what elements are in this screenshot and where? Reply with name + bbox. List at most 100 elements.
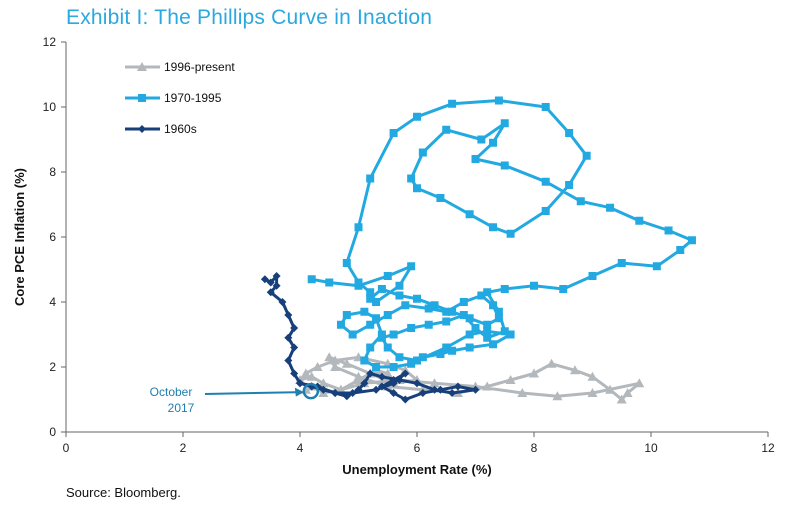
- data-point-1960s: [436, 385, 445, 394]
- data-point-1970-1995: [424, 320, 433, 329]
- legend-label-1960s: 1960s: [164, 122, 197, 136]
- data-point-1996-present: [306, 371, 317, 381]
- data-point-1970-1995: [459, 311, 468, 319]
- annotation-circle: [302, 382, 320, 400]
- data-point-1996-present: [622, 388, 633, 397]
- data-point-1970-1995: [477, 135, 486, 144]
- y-tick-label: 10: [43, 100, 57, 114]
- data-point-1970-1995: [377, 285, 386, 293]
- data-point-1970-1995: [541, 103, 550, 111]
- data-point-1960s: [290, 324, 299, 332]
- data-point-1970-1995: [448, 99, 457, 108]
- data-point-1960s: [266, 278, 275, 287]
- series-1960s: [260, 272, 480, 404]
- data-point-1960s: [331, 389, 340, 397]
- data-point-1970-1995: [395, 291, 404, 300]
- data-point-1996-present: [341, 358, 352, 368]
- data-point-1970-1995: [436, 194, 445, 202]
- data-point-1970-1995: [360, 307, 369, 316]
- data-point-1970-1995: [559, 285, 568, 293]
- data-point-1996-present: [330, 355, 341, 365]
- data-point-1970-1995: [407, 174, 416, 183]
- data-point-1970-1995: [506, 330, 515, 339]
- data-point-1970-1995: [413, 294, 421, 303]
- x-tick-label: 10: [644, 441, 658, 455]
- data-point-1970-1995: [442, 317, 451, 326]
- data-point-1960s: [290, 369, 299, 378]
- chart-title: Exhibit I: The Phillips Curve in Inactio…: [66, 6, 433, 29]
- data-point-1970-1995: [500, 285, 509, 293]
- october-2017-annotation: October 2017: [150, 382, 320, 415]
- data-point-1970-1995: [506, 229, 515, 238]
- data-point-1960s: [266, 288, 275, 297]
- x-axis-label: Unemployment Rate (%): [342, 462, 492, 477]
- data-point-1970-1995: [354, 278, 363, 287]
- data-point-1970-1995: [407, 262, 416, 271]
- data-point-1970-1995: [500, 161, 509, 170]
- data-point-1996-present: [482, 381, 493, 391]
- data-point-1996-present: [587, 371, 598, 381]
- data-point-1960s: [372, 385, 381, 394]
- data-point-1970-1995: [383, 343, 392, 352]
- data-point-1970-1995: [489, 223, 498, 232]
- data-point-1970-1995: [418, 353, 427, 362]
- data-point-1970-1995: [389, 363, 398, 371]
- data-point-1970-1995: [354, 223, 363, 232]
- data-point-1960s: [272, 272, 281, 280]
- legend-marker-1960s: [138, 125, 146, 133]
- data-point-1970-1995: [588, 272, 597, 280]
- data-point-1970-1995: [483, 288, 492, 297]
- data-point-1970-1995: [471, 155, 480, 163]
- data-point-1960s: [401, 369, 410, 378]
- data-point-1970-1995: [617, 259, 626, 267]
- source-note: Source: Bloomberg.: [66, 485, 181, 500]
- data-point-1970-1995: [494, 307, 503, 316]
- data-point-1996-present: [605, 384, 616, 394]
- x-tick-label: 4: [297, 441, 304, 455]
- data-point-1970-1995: [489, 340, 498, 349]
- y-tick-label: 8: [49, 165, 56, 179]
- data-point-1970-1995: [342, 259, 351, 267]
- data-point-1970-1995: [483, 327, 492, 336]
- data-point-1970-1995: [541, 207, 550, 215]
- data-point-1970-1995: [483, 320, 492, 329]
- data-point-1996-present: [330, 362, 341, 371]
- legend-label-1996-present: 1996-present: [164, 60, 235, 74]
- plot-area: [66, 42, 768, 432]
- data-point-1970-1995: [606, 203, 615, 212]
- data-point-1970-1995: [494, 314, 503, 323]
- data-point-1970-1995: [418, 148, 427, 157]
- data-point-1996-present: [634, 378, 645, 388]
- data-point-1960s: [284, 311, 293, 319]
- data-point-1960s: [377, 382, 386, 391]
- annotation-line-2: 2017: [168, 401, 195, 415]
- y-tick-label: 2: [49, 360, 56, 374]
- data-point-1970-1995: [413, 112, 421, 121]
- data-point-1970-1995: [565, 181, 574, 189]
- data-point-1970-1995: [413, 356, 421, 365]
- data-point-1996-present: [353, 371, 364, 381]
- data-point-1970-1995: [489, 138, 498, 147]
- data-point-1970-1995: [407, 324, 416, 332]
- data-point-1970-1995: [377, 330, 386, 339]
- x-tick-label: 2: [180, 441, 187, 455]
- data-point-1970-1995: [494, 96, 503, 105]
- data-point-1960s: [418, 389, 427, 397]
- annotation-arrow: [204, 391, 302, 395]
- data-point-1970-1995: [541, 177, 550, 186]
- y-tick-label: 12: [43, 35, 57, 49]
- data-point-1960s: [413, 379, 421, 388]
- data-point-1960s: [471, 385, 480, 394]
- data-point-1996-present: [312, 362, 323, 371]
- data-point-1970-1995: [448, 307, 457, 316]
- data-point-1970-1995: [500, 327, 509, 336]
- data-point-1960s: [354, 385, 363, 394]
- data-point-1970-1995: [687, 236, 696, 245]
- y-tick-label: 6: [49, 230, 56, 244]
- data-point-1960s: [319, 385, 328, 394]
- data-point-1970-1995: [348, 330, 357, 339]
- data-point-1960s: [296, 379, 304, 388]
- data-point-1970-1995: [442, 307, 451, 316]
- data-point-1970-1995: [448, 346, 457, 355]
- data-point-1960s: [395, 376, 404, 384]
